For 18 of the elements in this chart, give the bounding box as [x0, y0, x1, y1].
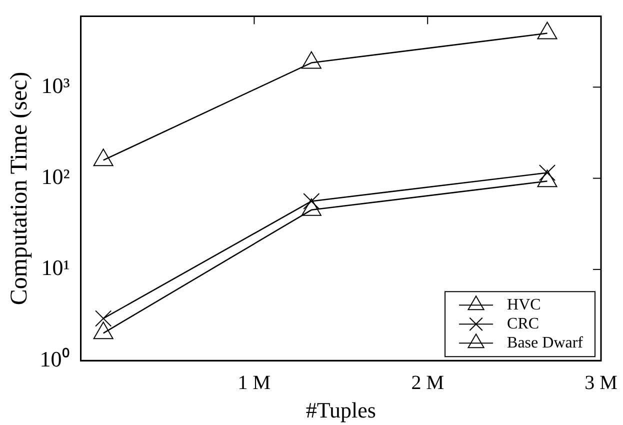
y-tick-label: 10² [41, 164, 70, 190]
y-tick-label: 10¹ [41, 255, 70, 280]
legend-label: HVC [507, 296, 541, 314]
point [537, 22, 558, 40]
y-axis-title: Computation Time (sec) [6, 72, 33, 306]
point [301, 51, 322, 69]
point [93, 148, 114, 166]
legend-label: Base Dwarf [507, 334, 584, 352]
legend-label: CRC [507, 315, 540, 332]
x-tick-label: 1 M [238, 372, 271, 394]
x-tick-label: 3 M [584, 372, 618, 394]
point [537, 170, 558, 188]
y-tick-label: 10³ [41, 72, 70, 98]
y-tick-label: 10⁰ [40, 346, 70, 372]
point [301, 198, 322, 216]
point [93, 322, 114, 340]
x-axis-title: #Tuples [306, 398, 376, 423]
x-tick-label: 2 M [411, 372, 444, 394]
